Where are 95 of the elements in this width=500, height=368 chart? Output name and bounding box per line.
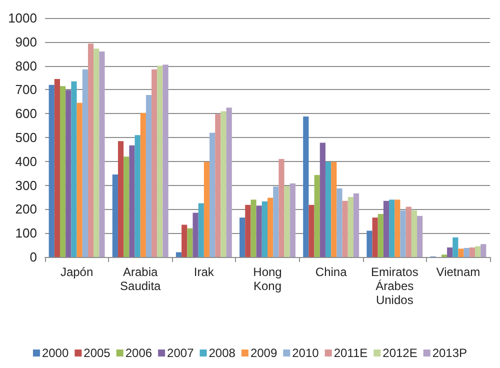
x-tick-label: Hong Kong: [253, 265, 282, 293]
y-tick-label: 600: [15, 106, 37, 122]
bar: [474, 246, 481, 257]
bar: [480, 244, 486, 257]
bar: [417, 216, 423, 257]
bar: [192, 212, 198, 257]
bar: [118, 141, 124, 257]
bar: [400, 210, 406, 257]
x-tick-label: Japón: [60, 265, 94, 279]
bar: [469, 247, 475, 257]
bar: [162, 64, 168, 257]
y-tick-label: 1000: [8, 10, 37, 26]
bar: [176, 252, 182, 257]
legend-label: 2013P: [432, 346, 468, 360]
bar: [458, 248, 464, 257]
bar: [76, 102, 82, 257]
x-tick-label: Vietnam: [436, 265, 480, 279]
bar: [182, 224, 188, 257]
bar: [187, 228, 193, 257]
bar: [394, 200, 400, 257]
bar: [284, 186, 290, 257]
y-tick-label: 500: [15, 130, 37, 145]
bar: [245, 204, 251, 257]
bar: [342, 200, 348, 257]
bar: [250, 200, 256, 257]
bar: [336, 188, 342, 257]
legend-label: 2007: [167, 346, 194, 360]
bar: [320, 142, 326, 257]
bar: [308, 204, 314, 257]
x-tick-label: China: [315, 265, 348, 279]
bar: [378, 214, 384, 257]
bar: [411, 210, 418, 257]
x-tick-label: Arabia Saudita: [120, 265, 162, 293]
bar: [94, 48, 100, 257]
bar: [134, 135, 140, 257]
bar: [210, 132, 216, 257]
bar: [256, 206, 262, 257]
y-tick-label: 400: [15, 154, 37, 169]
y-tick-label: 800: [15, 58, 37, 74]
bar: [112, 174, 118, 257]
y-tick-label: 100: [15, 226, 37, 241]
bar: [60, 86, 66, 257]
bar: [447, 247, 453, 257]
bar: [99, 51, 105, 257]
bar: [278, 159, 284, 257]
bar: [54, 78, 60, 257]
legend-label: 2000: [42, 346, 69, 360]
legend-label: 2010: [292, 346, 320, 360]
bar: [240, 218, 246, 257]
bar: [140, 112, 146, 257]
y-tick-label: 700: [15, 82, 37, 98]
bar: [383, 200, 390, 257]
y-tick-label: 300: [15, 178, 37, 193]
bar: [226, 108, 232, 257]
bar: [348, 197, 354, 257]
bar: [71, 81, 77, 257]
bar: [129, 145, 135, 257]
bar: [66, 90, 72, 257]
legend-label: 2008: [208, 346, 236, 360]
bar: [290, 183, 296, 257]
bar: [303, 116, 309, 257]
bar: [124, 156, 130, 257]
y-tick-label: 0: [30, 250, 37, 264]
bar: [262, 201, 268, 257]
bar: [268, 198, 274, 257]
bar: [48, 84, 54, 257]
bar: [82, 69, 88, 257]
bar: [198, 203, 204, 257]
bar: [389, 200, 395, 257]
bar: [325, 162, 332, 257]
bar: [366, 230, 372, 257]
bar: [353, 193, 360, 257]
x-tick-label: Emiratos Árabes Unidos: [370, 265, 418, 307]
legend-label: 2012E: [382, 346, 418, 360]
bar: [204, 162, 210, 257]
bar: [372, 218, 378, 257]
bar: [152, 69, 158, 257]
legend-label: 2006: [125, 346, 152, 360]
bar: [406, 206, 412, 257]
bar: [146, 94, 152, 257]
bar: [273, 186, 279, 257]
bar: [331, 162, 337, 257]
bar: [88, 44, 94, 257]
bar: [157, 66, 163, 257]
bar: [220, 111, 226, 257]
legend-label: 2011E: [334, 346, 368, 360]
y-tick-label: 900: [15, 34, 37, 50]
legend-label: 2009: [250, 346, 278, 360]
bar: [464, 248, 470, 257]
y-tick-label: 200: [15, 202, 37, 217]
bar: [314, 175, 320, 257]
legend-label: 2005: [84, 346, 111, 360]
bar: [452, 237, 458, 257]
x-tick-label: Irak: [194, 265, 215, 279]
bar: [215, 114, 221, 257]
